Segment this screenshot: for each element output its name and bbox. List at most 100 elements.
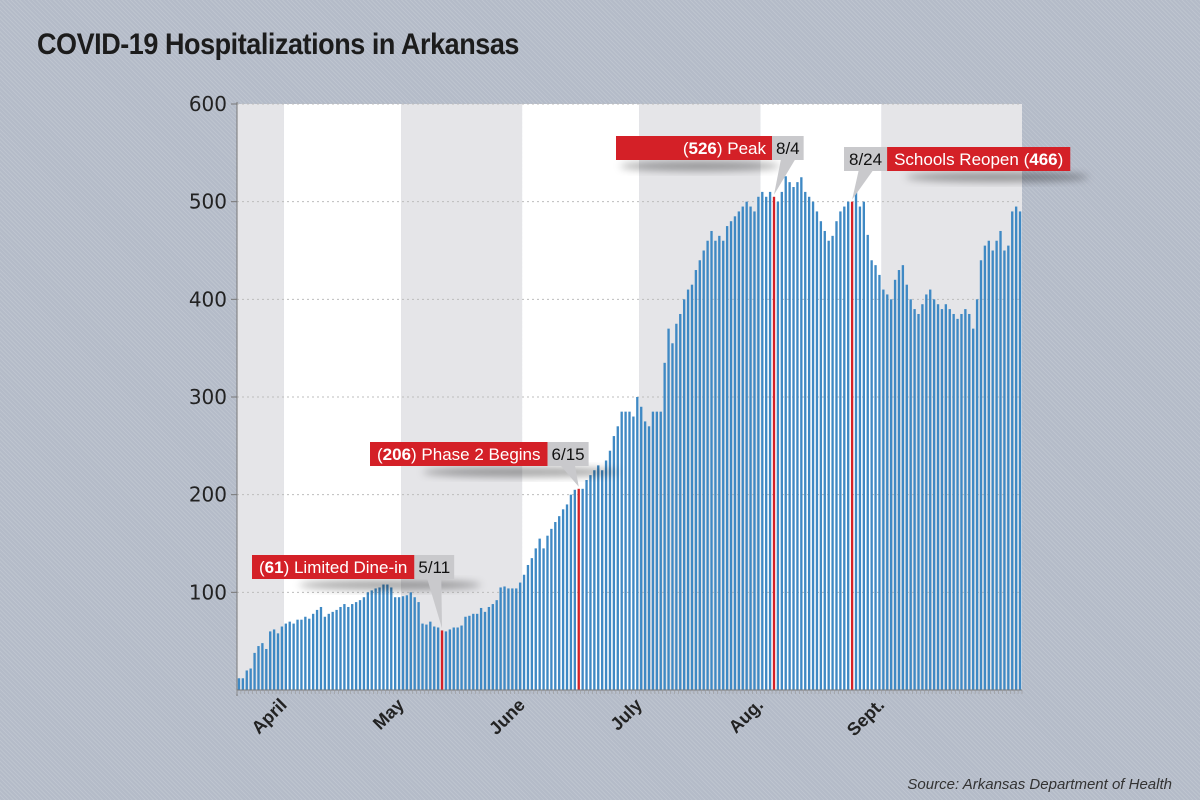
annotation-callout: (526) Peak 8/4 [616,136,804,195]
bar [542,548,545,690]
bar [425,624,428,690]
bar [952,313,955,690]
callout-pointer [427,579,443,629]
bar [741,206,744,691]
bar [390,587,393,690]
bar [534,548,537,690]
month-label: July [606,695,646,735]
month-band [401,104,523,690]
bar [436,627,440,690]
bar [405,595,409,690]
bar [765,196,768,691]
bar [288,621,291,690]
bar [354,602,358,690]
bar [366,592,370,690]
bar [308,618,311,690]
bar [515,588,518,690]
bar [429,621,432,690]
bar [1003,250,1006,690]
bar [581,488,584,690]
bar [292,623,295,690]
callout-date: 8/4 [776,139,800,158]
callout-shadow [422,467,620,477]
y-tick-labels: 100 200 300 400 500 600 [189,92,227,604]
bar [409,592,412,690]
bar [382,584,385,690]
bar [811,201,815,690]
bar [694,270,698,690]
callout-date-box [547,442,589,466]
bar [956,318,959,690]
bar [311,613,315,690]
bar [351,604,354,690]
bar [679,313,682,690]
annotation-callout: 8/24 Schools Reopen (466) [844,147,1089,200]
y-tick-label: 600 [189,92,227,116]
bar [479,607,483,690]
bar [472,613,475,690]
bar [573,489,576,690]
annotation-callout: (206) Phase 2 Begins 6/15 [370,442,620,487]
y-tick-label: 100 [189,580,227,604]
bar [643,421,647,690]
bar [710,230,713,690]
callout-shadow [905,172,1089,182]
callout-date-box [772,136,804,160]
bar [604,460,608,690]
bar [616,426,619,690]
y-tick-label: 300 [189,385,227,409]
bar [655,411,659,690]
bar [640,406,643,690]
bar [503,586,506,690]
bar [1007,245,1010,690]
bar [444,631,448,690]
bar [394,597,397,690]
bar [323,616,327,690]
callout-date: 6/15 [552,445,585,464]
callout-label: Schools Reopen (466) [894,150,1063,169]
bar [725,226,729,691]
bar [397,597,401,690]
bar [440,630,444,690]
callout-pointer [561,466,579,487]
bar [347,606,350,690]
bar [276,633,280,690]
bar [831,235,834,690]
y-tick-label: 500 [189,190,227,214]
bar [663,362,666,690]
bar [827,240,830,690]
callout-date-box [414,555,455,579]
bar [585,480,588,690]
callout-pointer [852,171,873,200]
bar [979,260,983,690]
bar [284,623,287,690]
month-label: Sept. [843,695,888,740]
bar [245,670,248,690]
bar [862,201,865,690]
bar [561,509,565,690]
bar [476,613,479,690]
bar [913,309,916,690]
month-band [237,104,284,690]
bar [261,643,264,690]
bar [499,587,502,690]
bar [683,299,686,690]
bar [468,615,471,690]
bar [546,535,549,690]
bar [686,289,690,690]
bar [577,488,580,690]
bar [550,528,553,690]
bar [948,309,951,690]
bar [968,313,971,690]
bar [835,221,838,690]
bar [850,201,854,690]
bar [620,411,623,690]
bar [940,309,944,690]
bar [483,611,487,690]
bar [386,584,389,690]
month-labels: April May June July Aug. Sept. [248,695,889,740]
callout-label: (206) Phase 2 Begins [377,445,541,464]
callout-shadow [299,580,481,590]
bar [768,191,772,690]
